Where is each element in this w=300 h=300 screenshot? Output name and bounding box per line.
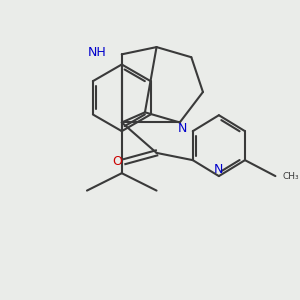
Text: NH: NH (88, 46, 106, 59)
Text: N: N (214, 163, 224, 176)
Text: O: O (112, 155, 122, 168)
Text: N: N (178, 122, 187, 135)
Text: CH₃: CH₃ (283, 172, 299, 181)
